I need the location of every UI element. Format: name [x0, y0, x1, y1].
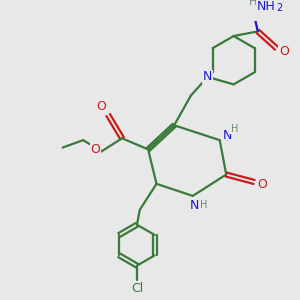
- Text: O: O: [279, 45, 289, 58]
- Text: O: O: [257, 178, 267, 191]
- Text: H: H: [200, 200, 208, 210]
- Text: NH: NH: [257, 0, 276, 13]
- Text: O: O: [90, 143, 100, 156]
- Text: N: N: [203, 70, 212, 83]
- Text: O: O: [96, 100, 106, 113]
- Text: 2: 2: [276, 3, 282, 13]
- Text: N: N: [190, 199, 199, 212]
- Text: H: H: [249, 0, 257, 7]
- Text: H: H: [231, 124, 238, 134]
- Text: Cl: Cl: [131, 282, 143, 295]
- Text: N: N: [223, 129, 232, 142]
